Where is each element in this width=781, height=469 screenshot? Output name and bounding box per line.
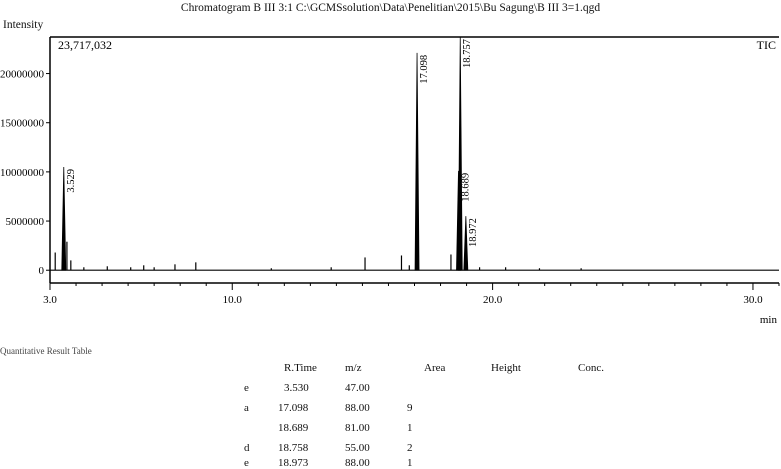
peak-label: 18.689: [460, 173, 471, 202]
column-header-area: Area: [424, 362, 446, 374]
x-tick-label: 20.0: [483, 294, 503, 306]
peak-label: 17.098: [419, 55, 430, 84]
column-header-rtime: R.Time: [284, 362, 317, 374]
row-name-fragment: a: [244, 402, 249, 414]
column-header-height: Height: [491, 362, 521, 374]
x-axis-unit-label: min: [760, 314, 778, 326]
row-area-fragment: 1: [407, 422, 413, 434]
y-tick-label: 15000000: [0, 118, 45, 130]
peak-label: 18.757: [462, 39, 473, 68]
row-area-fragment: 2: [407, 442, 413, 454]
row-rtime: 18.689: [278, 422, 309, 434]
y-tick-label: 10000000: [0, 167, 45, 179]
max-intensity-label: 23,717,032: [58, 38, 112, 52]
peak: [414, 52, 420, 271]
peak-label: 18.972: [468, 218, 479, 247]
chromatogram-chart: 0 5000000 10000000 15000000 20000000 3.0 10.0 2…: [0, 36, 780, 326]
x-tick-label: 3.0: [43, 294, 57, 306]
row-mz: 81.00: [345, 422, 370, 434]
row-rtime: 3.530: [284, 382, 309, 394]
row-area-fragment: 1: [407, 457, 413, 469]
row-mz: 88.00: [345, 402, 370, 414]
y-tick-label: 5000000: [6, 216, 45, 228]
y-tick-label: 0: [39, 265, 45, 277]
trace-label: TIC: [757, 38, 776, 52]
y-axis-label: Intensity: [3, 19, 44, 31]
results-caption: Quantitative Result Table: [0, 346, 92, 356]
peak: [61, 166, 67, 271]
row-name-fragment: e: [244, 382, 249, 394]
peak: [463, 216, 469, 271]
row-area-fragment: 9: [407, 402, 413, 414]
row-rtime: 17.098: [278, 402, 309, 414]
peak-label: 3.529: [66, 169, 77, 193]
chart-title: Chromatogram B III 3:1 C:\GCMSsolution\D…: [180, 2, 601, 14]
row-rtime: 18.758: [278, 442, 309, 454]
row-name-fragment: e: [244, 457, 249, 469]
row-mz: 47.00: [345, 382, 370, 394]
peak: [457, 37, 463, 271]
x-tick-label: 30.0: [743, 294, 763, 306]
row-mz: 88.00: [345, 457, 370, 469]
column-header-conc: Conc.: [578, 362, 604, 374]
row-rtime: 18.973: [278, 457, 309, 469]
row-mz: 55.00: [345, 442, 370, 454]
y-tick-label: 20000000: [0, 69, 45, 81]
results-table: Quantitative Result Table R.Time m/z Are…: [0, 340, 781, 469]
column-header-mz: m/z: [345, 362, 362, 374]
x-tick-label: 10.0: [223, 294, 243, 306]
row-name-fragment: d: [244, 442, 250, 454]
